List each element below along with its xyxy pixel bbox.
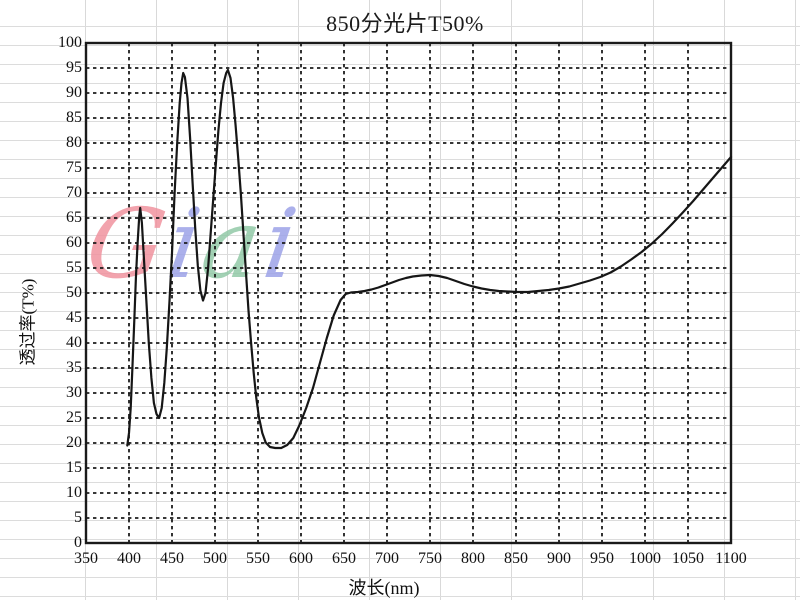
y-tick-label-60: 60 [66, 234, 82, 251]
y-tick-label-70: 70 [66, 184, 82, 201]
x-tick-label-500: 500 [203, 550, 227, 567]
y-tick-label-45: 45 [66, 309, 82, 326]
y-tick-label-90: 90 [66, 84, 82, 101]
y-tick-label-20: 20 [66, 434, 82, 451]
x-tick-label-1050: 1050 [672, 550, 704, 567]
transmittance-curve [126, 68, 733, 450]
x-tick-label-1100: 1100 [715, 550, 747, 567]
x-tick-label-400: 400 [117, 550, 141, 567]
y-tick-label-5: 5 [74, 509, 82, 526]
y-axis-title: 透过率(T%) [18, 278, 38, 366]
x-tick-label-1000: 1000 [629, 550, 661, 567]
y-tick-label-15: 15 [66, 459, 82, 476]
x-tick-label-600: 600 [289, 550, 313, 567]
y-tick-label-95: 95 [66, 59, 82, 76]
chart-title: 850分光片T50% [326, 11, 484, 36]
y-tick-label-100: 100 [58, 34, 82, 51]
y-tick-label-40: 40 [66, 334, 82, 351]
y-tick-label-35: 35 [66, 359, 82, 376]
plot-gridlines [86, 43, 731, 543]
y-tick-label-10: 10 [66, 484, 82, 501]
x-tick-label-800: 800 [461, 550, 485, 567]
x-tick-label-650: 650 [332, 550, 356, 567]
x-tick-label-700: 700 [375, 550, 399, 567]
y-tick-label-50: 50 [66, 284, 82, 301]
plot-border [84, 41, 733, 545]
y-tick-label-55: 55 [66, 259, 82, 276]
y-tick-label-25: 25 [66, 409, 82, 426]
y-tick-label-0: 0 [74, 534, 82, 551]
y-tick-label-65: 65 [66, 209, 82, 226]
x-tick-label-350: 350 [74, 550, 98, 567]
x-tick-label-450: 450 [160, 550, 184, 567]
x-tick-label-850: 850 [504, 550, 528, 567]
y-tick-label-75: 75 [66, 159, 82, 176]
x-tick-label-900: 900 [547, 550, 571, 567]
x-axis-title: 波长(nm) [348, 578, 420, 598]
y-tick-label-85: 85 [66, 109, 82, 126]
x-tick-label-750: 750 [418, 550, 442, 567]
y-tick-label-30: 30 [66, 384, 82, 401]
x-tick-label-950: 950 [590, 550, 614, 567]
x-tick-label-550: 550 [246, 550, 270, 567]
y-tick-label-80: 80 [66, 134, 82, 151]
